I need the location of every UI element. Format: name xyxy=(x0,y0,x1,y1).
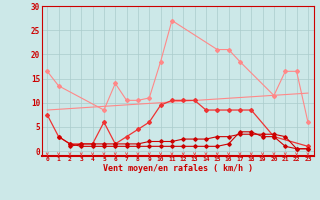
X-axis label: Vent moyen/en rafales ( km/h ): Vent moyen/en rafales ( km/h ) xyxy=(103,164,252,173)
